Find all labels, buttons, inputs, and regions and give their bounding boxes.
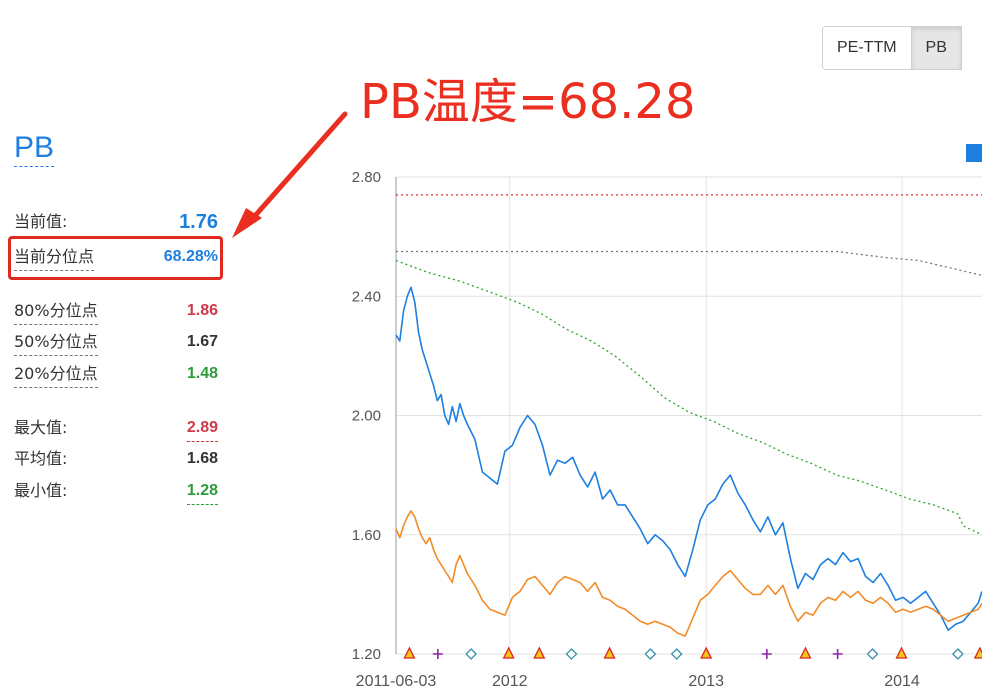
marker-triangle [603, 646, 616, 659]
y-tick-label: 2.80 [352, 169, 381, 186]
stat-p80-value: 1.86 [186, 302, 218, 319]
marker-triangle [799, 646, 812, 659]
marker-plus [432, 649, 443, 659]
chart-grid [395, 176, 982, 655]
stat-mean-label: 平均值: [14, 449, 68, 468]
marker-triangle [403, 646, 416, 659]
x-tick-label: 2014 [884, 673, 920, 690]
metric-toggle: PE-TTM PB [822, 26, 962, 70]
series-line-1 [395, 510, 982, 637]
stat-p50-value: 1.67 [186, 333, 218, 350]
series-line-3 [396, 250, 982, 277]
arrow-head [232, 208, 262, 238]
marker-triangle [973, 646, 982, 659]
stat-mean-value: 1.68 [186, 450, 218, 467]
pb-button[interactable]: PB [910, 27, 961, 69]
pb-temperature-annotation: PB温度=68.28 [360, 74, 696, 130]
stat-p50: 50%分位点 1.67 [14, 329, 218, 356]
stat-min-value[interactable]: 1.28 [186, 478, 218, 505]
y-tick-label: 1.60 [352, 527, 381, 544]
stat-current-label: 当前值: [14, 212, 68, 231]
marker-triangle [533, 646, 546, 659]
stat-p20-value: 1.48 [186, 365, 218, 382]
stat-p80: 80%分位点 1.86 [14, 298, 218, 325]
stat-current-percentile: 当前分位点 68.28% [14, 244, 218, 271]
stat-min: 最小值: 1.28 [14, 478, 218, 505]
marker-diamond [866, 648, 879, 660]
current-percentile-highlight [8, 236, 223, 280]
marker-diamond [670, 648, 683, 660]
y-tick-label: 2.40 [352, 288, 381, 305]
stat-current-value: 1.76 [179, 211, 218, 233]
stat-p80-label[interactable]: 80%分位点 [14, 298, 98, 325]
series-line-2 [395, 259, 982, 536]
y-tick-label: 2.00 [352, 408, 381, 425]
marker-diamond [951, 648, 964, 660]
x-tick-label: 2011-06-03 [356, 673, 437, 690]
pe-ttm-button[interactable]: PE-TTM [823, 27, 911, 69]
stat-mean: 平均值: 1.68 [14, 446, 218, 472]
stat-current-percentile-label[interactable]: 当前分位点 [14, 244, 95, 271]
marker-triangle [700, 646, 713, 659]
marker-diamond [565, 648, 578, 660]
chart-lines [395, 194, 982, 637]
pb-title: PB [14, 130, 55, 167]
stat-p50-label[interactable]: 50%分位点 [14, 329, 98, 356]
x-tick-label: 2013 [688, 673, 724, 690]
marker-plus [832, 649, 843, 659]
stat-max-label: 最大值: [14, 418, 68, 437]
stat-current-percentile-value: 68.28% [163, 248, 218, 265]
x-axis-ticks: 2011-06-03 2012 2013 2014 [356, 673, 920, 690]
stat-max: 最大值: 2.89 [14, 415, 218, 442]
x-tick-label: 2012 [492, 673, 528, 690]
stat-min-label: 最小值: [14, 481, 68, 500]
marker-diamond [644, 648, 657, 660]
marker-triangle [502, 646, 515, 659]
series-line-0 [395, 286, 982, 631]
legend-swatch [966, 144, 982, 162]
y-tick-label: 1.20 [352, 646, 381, 663]
arrow-shaft [243, 111, 348, 229]
y-axis-ticks: 2.80 2.40 2.00 1.60 1.20 [352, 169, 381, 663]
marker-plus [761, 649, 772, 659]
stat-p20-label[interactable]: 20%分位点 [14, 361, 98, 388]
marker-diamond [465, 648, 478, 660]
stat-p20: 20%分位点 1.48 [14, 361, 218, 388]
stat-max-value[interactable]: 2.89 [186, 415, 218, 442]
chart-markers [403, 646, 982, 660]
stat-current: 当前值: 1.76 [14, 209, 218, 235]
marker-triangle [895, 646, 908, 659]
